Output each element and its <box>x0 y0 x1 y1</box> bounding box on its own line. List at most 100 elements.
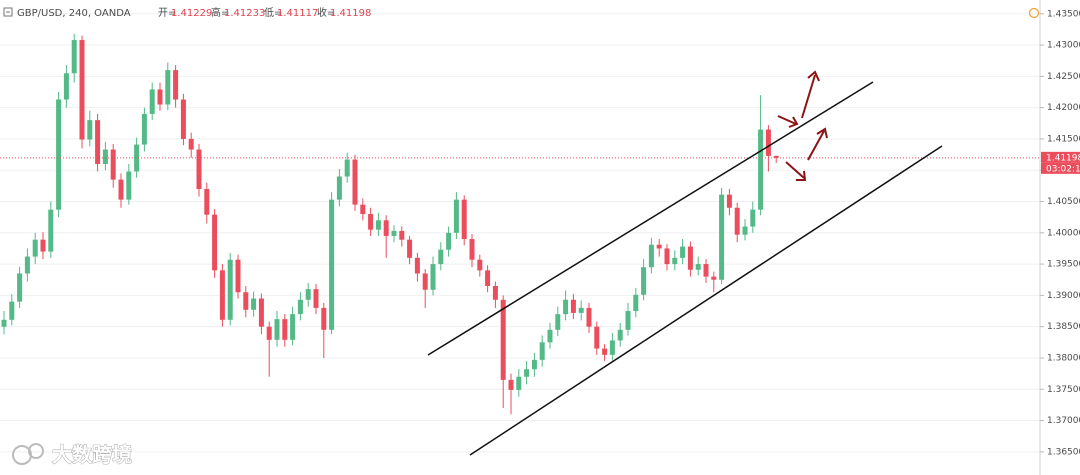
candle-body <box>672 257 678 265</box>
symbol-title: GBP/USD, 240, OANDA <box>17 8 131 19</box>
arrows <box>777 70 828 181</box>
candle-body <box>368 214 374 230</box>
candle-body <box>758 129 764 210</box>
candle-body <box>570 299 576 313</box>
candle-body <box>251 298 257 310</box>
candle-body <box>547 329 553 343</box>
y-tick-label: 1.36500 <box>1047 447 1080 457</box>
candle-body <box>165 70 171 105</box>
arrow <box>801 74 816 119</box>
y-tick-label: 1.40500 <box>1047 197 1080 207</box>
candle-body <box>56 99 62 210</box>
candle-body <box>555 314 561 330</box>
y-tick-label: 1.37500 <box>1047 385 1080 395</box>
y-tick-label: 1.42000 <box>1047 103 1080 113</box>
y-tick-label: 1.39000 <box>1047 291 1080 301</box>
grid <box>0 13 1040 453</box>
candle-body <box>563 299 569 315</box>
candle-body <box>126 171 132 200</box>
candle-body <box>438 249 444 265</box>
candle-body <box>485 270 491 287</box>
candle-body <box>40 239 46 252</box>
candle-body <box>149 89 155 114</box>
ohlc-name: 低= <box>264 6 282 19</box>
candle-body <box>63 73 69 100</box>
collapse-icon[interactable] <box>3 7 13 17</box>
candle-body <box>235 259 241 293</box>
watermark-text: 大数跨境 <box>52 443 132 467</box>
candle-body <box>1 319 7 327</box>
ohlc-name: 收= <box>317 6 335 19</box>
candle-body <box>719 194 725 280</box>
y-tick-label: 1.41500 <box>1047 134 1080 144</box>
ohlc-value: 1.41198 <box>330 8 371 19</box>
candle-body <box>329 199 335 330</box>
candle-body <box>48 209 54 252</box>
y-tick-label: 1.43500 <box>1047 9 1080 19</box>
arrow <box>785 161 805 179</box>
y-tick-label: 1.38500 <box>1047 322 1080 332</box>
candle-body <box>71 40 77 74</box>
y-tick-label: 1.39500 <box>1047 260 1080 270</box>
arrow-head <box>796 170 807 181</box>
candle-body <box>430 264 436 290</box>
candle-body <box>407 239 413 258</box>
candle-body <box>687 246 693 270</box>
candle-body <box>243 292 249 310</box>
candle-body <box>734 207 740 235</box>
candle-body <box>461 199 467 240</box>
candle-body <box>641 267 647 295</box>
candle-body <box>344 159 350 177</box>
candle-body <box>625 311 631 330</box>
candle-body <box>258 298 264 327</box>
y-tick-label: 1.43000 <box>1047 41 1080 51</box>
candle-body <box>157 89 163 105</box>
candle-body <box>469 239 475 260</box>
candle-body <box>664 248 670 265</box>
ohlc-name: 开= <box>158 8 176 19</box>
trend-line-upper <box>427 81 874 356</box>
candle-body <box>531 359 537 370</box>
price-axis: 1.36500 1.37000 1.37500 1.38000 1.38500 1.390… <box>1040 9 1080 457</box>
candle-body <box>391 230 397 236</box>
candle-body <box>500 299 506 380</box>
candle-body <box>313 289 319 308</box>
arrow-head <box>807 70 820 82</box>
candle-body <box>524 369 530 377</box>
candle-body <box>586 307 592 327</box>
candle-body <box>726 194 732 208</box>
candle-body <box>765 129 771 156</box>
candle-body <box>414 257 420 274</box>
countdown-label: 03:02:11 <box>1046 164 1080 174</box>
candle-body <box>32 239 38 257</box>
candle-body <box>321 307 327 330</box>
arrow-head <box>788 116 799 128</box>
watermark: 大数跨境 <box>12 442 132 467</box>
candle-body <box>383 220 389 236</box>
candle-body <box>516 376 522 390</box>
candle-body <box>633 294 639 312</box>
candle-body <box>173 70 179 100</box>
last-price-label: 1.41198 <box>1046 153 1080 163</box>
candle-body <box>102 149 108 164</box>
candle-body <box>87 120 93 140</box>
candle-body <box>352 159 358 205</box>
candle-body <box>297 299 303 315</box>
candle-body <box>290 314 296 340</box>
candle-body <box>617 329 623 341</box>
candle-body <box>446 232 452 250</box>
y-tick-label: 1.40000 <box>1047 228 1080 238</box>
arrow <box>807 130 825 161</box>
candle-body <box>196 149 202 189</box>
candle-body <box>188 138 194 150</box>
candle-body <box>703 264 709 277</box>
candle-body <box>336 176 342 200</box>
candle-body <box>9 301 15 320</box>
alert-icon <box>1028 7 1040 19</box>
ohlc-value: 1.41117 <box>277 8 318 19</box>
candle-body <box>375 220 381 230</box>
candle-body <box>134 144 140 172</box>
candle-body <box>360 204 366 215</box>
